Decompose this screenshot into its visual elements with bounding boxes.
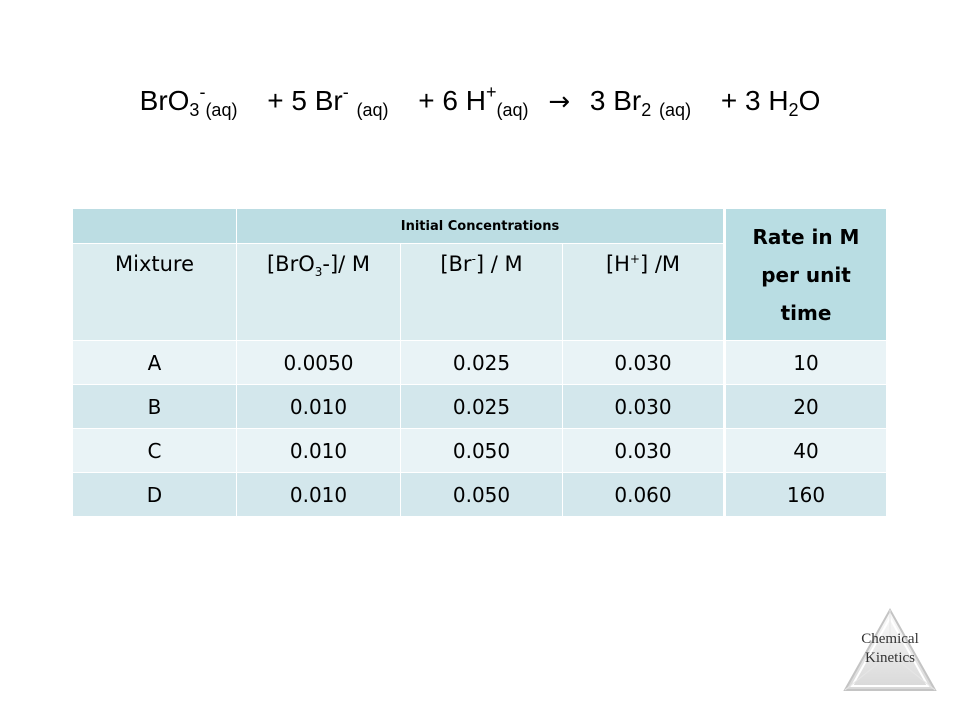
cell-bromide: 0.025 <box>400 384 563 429</box>
cell-hydrogen: 0.060 <box>562 472 725 517</box>
table-row: A 0.0050 0.025 0.030 10 <box>72 340 887 385</box>
cell-rate: 10 <box>723 340 887 385</box>
reactant-bromate: BrO3-(aq) <box>139 82 238 120</box>
cell-rate: 20 <box>723 384 887 429</box>
cell-rate: 160 <box>723 472 887 517</box>
rate-header: Rate in M per unit time <box>723 208 887 341</box>
reaction-arrow-icon: → <box>548 87 571 117</box>
cell-hydrogen: 0.030 <box>562 340 725 385</box>
cell-bromide: 0.050 <box>400 428 563 473</box>
col-header-bromide: [Br-] / M <box>400 243 563 341</box>
cell-mixture: B <box>72 384 237 429</box>
cell-bromate: 0.010 <box>236 428 401 473</box>
table-header-row-2: Mixture [BrO3-]/ M [Br-] / M [H+] /M <box>72 243 887 341</box>
cell-mixture: C <box>72 428 237 473</box>
table-header-row-1: Initial Concentrations Rate in M per uni… <box>72 208 887 341</box>
triangle-logo-icon <box>843 607 937 691</box>
reactant-hydrogen: + 6 H+(aq) <box>418 82 529 120</box>
cell-mixture: D <box>72 472 237 517</box>
cell-hydrogen: 0.030 <box>562 384 725 429</box>
cell-rate: 40 <box>723 428 887 473</box>
cell-bromate: 0.010 <box>236 384 401 429</box>
col-header-bromate: [BrO3-]/ M <box>236 243 401 341</box>
cell-bromate: 0.010 <box>236 472 401 517</box>
header-blank-cell <box>72 208 237 244</box>
rate-data-table: Initial Concentrations Rate in M per uni… <box>72 208 887 517</box>
cell-hydrogen: 0.030 <box>562 428 725 473</box>
col-header-mixture: Mixture <box>72 243 237 341</box>
cell-bromide: 0.025 <box>400 340 563 385</box>
product-water: + 3 H2O <box>720 85 821 120</box>
table-row: D 0.010 0.050 0.060 160 <box>72 472 887 517</box>
table-row: C 0.010 0.050 0.030 40 <box>72 428 887 473</box>
group-header-initial-concentrations: Initial Concentrations <box>236 208 725 244</box>
cell-mixture: A <box>72 340 237 385</box>
logo-label: Chemical Kinetics <box>861 631 919 666</box>
col-header-hydrogen: [H+] /M <box>562 243 725 341</box>
product-bromine: 3 Br2 (aq) <box>589 85 692 120</box>
cell-bromate: 0.0050 <box>236 340 401 385</box>
table-row: B 0.010 0.025 0.030 20 <box>72 384 887 429</box>
reaction-equation: BrO3-(aq) + 5 Br- (aq) + 6 H+(aq) → 3 Br… <box>0 82 960 121</box>
cell-bromide: 0.050 <box>400 472 563 517</box>
reactant-bromide: + 5 Br- (aq) <box>267 82 389 120</box>
